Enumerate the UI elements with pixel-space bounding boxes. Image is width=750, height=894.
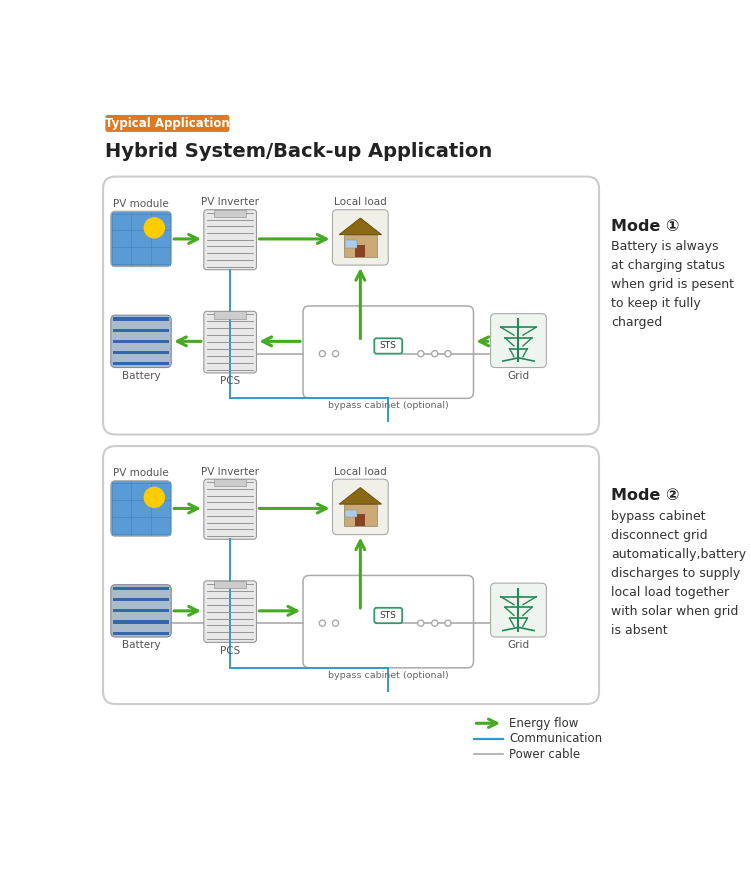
Text: PV Inverter: PV Inverter xyxy=(201,198,260,207)
Text: Power cable: Power cable xyxy=(509,747,580,761)
Circle shape xyxy=(320,620,326,627)
Text: Battery: Battery xyxy=(122,371,160,381)
FancyBboxPatch shape xyxy=(111,316,171,367)
FancyBboxPatch shape xyxy=(303,306,473,399)
Text: Grid: Grid xyxy=(508,371,530,381)
Text: bypass cabinet
disconnect grid
automatically,battery
discharges to supply
local : bypass cabinet disconnect grid automatic… xyxy=(611,510,746,637)
FancyBboxPatch shape xyxy=(111,211,171,266)
Text: Grid: Grid xyxy=(508,640,530,650)
FancyBboxPatch shape xyxy=(204,210,257,270)
Text: STS: STS xyxy=(380,342,397,350)
FancyBboxPatch shape xyxy=(111,585,171,637)
Bar xyxy=(113,587,169,590)
Circle shape xyxy=(144,218,164,238)
Text: Hybrid System/Back-up Application: Hybrid System/Back-up Application xyxy=(105,142,493,161)
Text: Battery is always
at charging status
when grid is pesent
to keep it fully
charge: Battery is always at charging status whe… xyxy=(611,240,734,330)
Circle shape xyxy=(144,487,164,507)
Bar xyxy=(214,479,246,486)
FancyBboxPatch shape xyxy=(332,210,388,266)
Text: Communication: Communication xyxy=(509,732,602,746)
Text: bypass cabinet (optional): bypass cabinet (optional) xyxy=(328,401,448,410)
Bar xyxy=(113,362,169,366)
Bar xyxy=(113,351,169,354)
Text: bypass cabinet (optional): bypass cabinet (optional) xyxy=(328,670,448,680)
Bar xyxy=(113,610,169,612)
Circle shape xyxy=(320,350,326,357)
Bar xyxy=(356,514,365,527)
FancyBboxPatch shape xyxy=(103,177,599,434)
Bar xyxy=(113,329,169,332)
Circle shape xyxy=(332,620,339,627)
FancyBboxPatch shape xyxy=(105,115,230,132)
Polygon shape xyxy=(339,218,382,234)
Text: Mode ①: Mode ① xyxy=(611,219,680,234)
Circle shape xyxy=(418,620,424,627)
Bar xyxy=(214,311,246,319)
FancyBboxPatch shape xyxy=(490,314,546,367)
Circle shape xyxy=(332,350,339,357)
Bar xyxy=(356,245,365,257)
FancyBboxPatch shape xyxy=(103,446,599,704)
FancyBboxPatch shape xyxy=(332,479,388,535)
Text: PV Inverter: PV Inverter xyxy=(201,467,260,477)
Bar xyxy=(113,340,169,343)
Text: Energy flow: Energy flow xyxy=(509,717,578,730)
Circle shape xyxy=(445,350,451,357)
Circle shape xyxy=(432,350,438,357)
FancyBboxPatch shape xyxy=(374,338,402,354)
Text: STS: STS xyxy=(380,611,397,620)
Text: Local load: Local load xyxy=(334,467,387,477)
FancyBboxPatch shape xyxy=(204,311,257,373)
Text: Battery: Battery xyxy=(122,640,160,650)
Text: PV module: PV module xyxy=(113,199,169,209)
FancyBboxPatch shape xyxy=(374,608,402,623)
Circle shape xyxy=(418,350,424,357)
Text: Typical Application: Typical Application xyxy=(105,117,230,130)
Bar xyxy=(113,632,169,635)
FancyBboxPatch shape xyxy=(490,583,546,637)
Bar xyxy=(214,581,246,588)
FancyBboxPatch shape xyxy=(303,576,473,668)
Bar xyxy=(345,240,357,248)
Bar xyxy=(113,317,169,321)
Text: PCS: PCS xyxy=(220,376,240,386)
Circle shape xyxy=(445,620,451,627)
Text: Local load: Local load xyxy=(334,198,387,207)
Bar xyxy=(113,598,169,602)
FancyBboxPatch shape xyxy=(204,479,257,539)
Polygon shape xyxy=(339,487,382,504)
Bar xyxy=(113,620,169,624)
Bar xyxy=(345,510,357,518)
Text: PV module: PV module xyxy=(113,468,169,478)
Text: Mode ②: Mode ② xyxy=(611,488,680,503)
FancyBboxPatch shape xyxy=(204,581,257,643)
Text: PCS: PCS xyxy=(220,645,240,655)
Bar xyxy=(344,234,377,257)
Bar xyxy=(214,210,246,217)
Bar xyxy=(344,504,377,527)
Circle shape xyxy=(432,620,438,627)
FancyBboxPatch shape xyxy=(111,481,171,536)
